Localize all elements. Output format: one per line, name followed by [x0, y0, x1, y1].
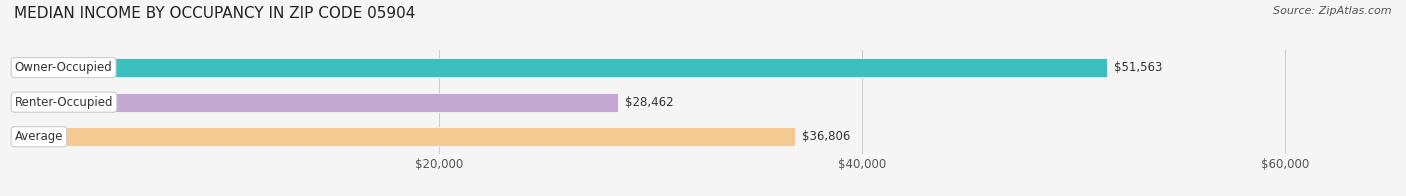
Text: Renter-Occupied: Renter-Occupied [14, 96, 114, 109]
Text: Owner-Occupied: Owner-Occupied [14, 61, 112, 74]
Bar [15, 93, 619, 112]
Text: Source: ZipAtlas.com: Source: ZipAtlas.com [1274, 6, 1392, 16]
Text: $28,462: $28,462 [626, 96, 673, 109]
Text: $36,806: $36,806 [801, 130, 849, 143]
Bar [15, 58, 1107, 77]
Text: $51,563: $51,563 [1114, 61, 1161, 74]
Text: Average: Average [14, 130, 63, 143]
Text: MEDIAN INCOME BY OCCUPANCY IN ZIP CODE 05904: MEDIAN INCOME BY OCCUPANCY IN ZIP CODE 0… [14, 6, 415, 21]
Bar [15, 127, 794, 146]
